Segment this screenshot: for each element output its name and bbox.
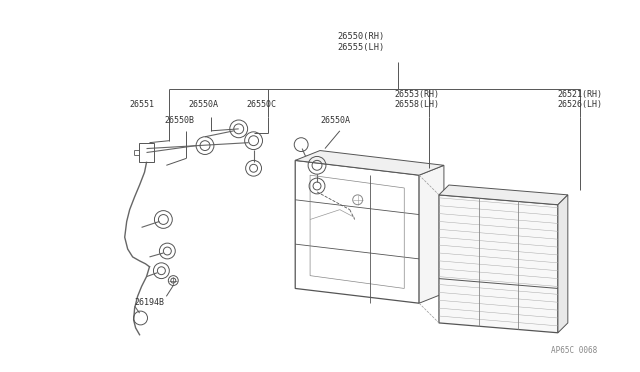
Polygon shape (419, 165, 444, 303)
Text: 26550A: 26550A (321, 116, 351, 125)
Text: 26551: 26551 (129, 100, 154, 109)
Text: AP65C 0068: AP65C 0068 (551, 346, 598, 355)
Polygon shape (439, 195, 558, 333)
Polygon shape (439, 185, 568, 205)
Text: 26550C: 26550C (246, 100, 276, 109)
Text: 26521(RH)
26526(LH): 26521(RH) 26526(LH) (557, 90, 602, 109)
Bar (139, 142, 154, 162)
Text: 26550(RH)
26555(LH): 26550(RH) 26555(LH) (337, 32, 384, 52)
Polygon shape (295, 151, 444, 175)
Text: 26194B: 26194B (134, 298, 164, 307)
Text: 26550B: 26550B (164, 116, 194, 125)
Text: 26553(RH)
26558(LH): 26553(RH) 26558(LH) (395, 90, 440, 109)
Text: 26550A: 26550A (188, 100, 218, 109)
Polygon shape (558, 195, 568, 333)
